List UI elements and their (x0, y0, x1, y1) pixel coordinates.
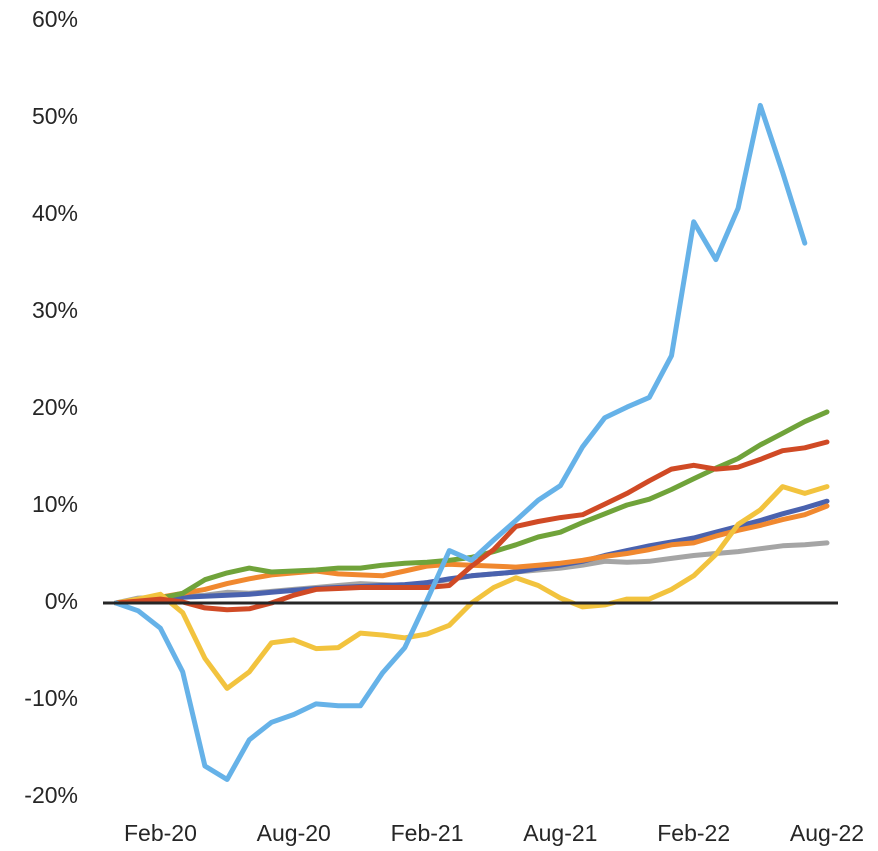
x-tick-label: Feb-20 (124, 820, 197, 846)
y-tick-label: 30% (32, 297, 78, 323)
line-series (113, 484, 830, 691)
x-tick-label: Feb-22 (657, 820, 730, 846)
line-series (113, 439, 830, 613)
x-tick-label: Aug-21 (523, 820, 597, 846)
line-series (113, 498, 830, 606)
x-tick-label: Feb-21 (391, 820, 464, 846)
y-tick-label: 60% (32, 6, 78, 32)
y-tick-label: -10% (24, 685, 78, 711)
y-tick-label: 10% (32, 491, 78, 517)
y-tick-label: -20% (24, 782, 78, 808)
line-series (113, 102, 808, 782)
y-tick-label: 50% (32, 103, 78, 129)
y-tick-label: 40% (32, 200, 78, 226)
y-tick-label: 20% (32, 394, 78, 420)
x-tick-label: Aug-22 (790, 820, 864, 846)
y-tick-label: 0% (45, 588, 78, 614)
x-tick-label: Aug-20 (257, 820, 331, 846)
